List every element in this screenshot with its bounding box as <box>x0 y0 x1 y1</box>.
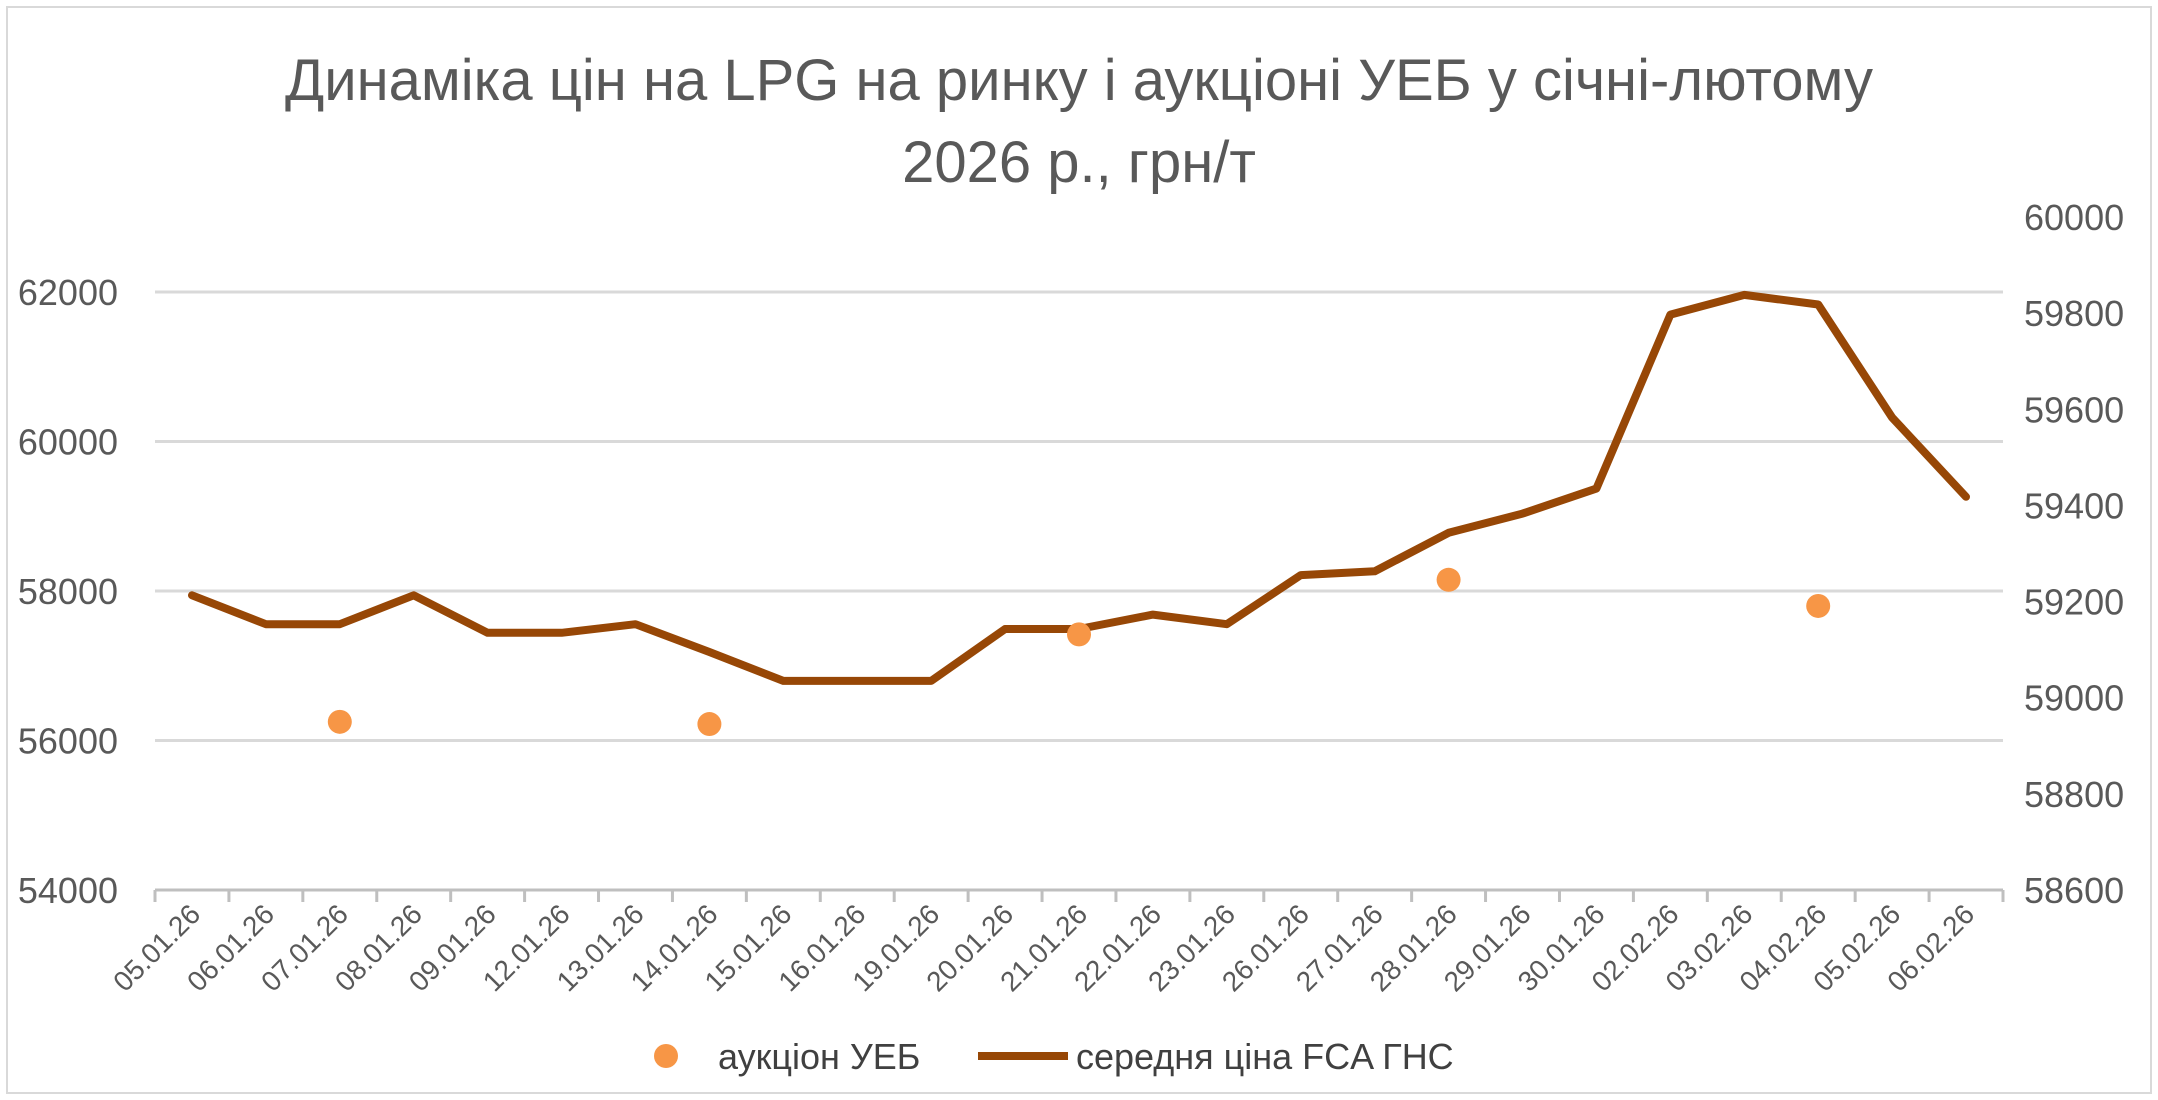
auction-point <box>1067 622 1091 647</box>
left-tick-label: 54000 <box>18 870 118 911</box>
right-tick-label: 59800 <box>2024 293 2124 334</box>
right-axis-ticks: 58600 58800 59000 59200 59400 59600 59800 60000 <box>2024 197 2124 911</box>
chart-title-line-2: 2026 р., грн/т <box>902 130 1256 195</box>
legend: аукціон УЕБ середня ціна FCA ГНС <box>654 1036 1454 1077</box>
right-tick-label: 58800 <box>2024 774 2124 815</box>
legend-label-average-price: середня ціна FCA ГНС <box>1076 1036 1454 1077</box>
right-tick-label: 59400 <box>2024 485 2124 526</box>
auction-point <box>327 709 352 734</box>
right-tick-label: 59600 <box>2024 389 2124 430</box>
left-axis-ticks: 54000 56000 58000 60000 62000 <box>18 272 118 911</box>
auction-point <box>697 712 722 737</box>
left-tick-label: 60000 <box>18 422 118 463</box>
chart-frame <box>6 6 2152 1094</box>
chart-title-line-1: Динаміка цін на LPG на ринку і аукціоні … <box>285 48 1873 113</box>
left-tick-label: 56000 <box>18 721 118 762</box>
left-tick-label: 62000 <box>18 272 118 313</box>
auction-point <box>1436 567 1461 592</box>
legend-marker-auction <box>654 1044 678 1068</box>
right-tick-label: 60000 <box>2024 197 2124 238</box>
series-auction <box>327 567 1831 737</box>
gridlines <box>155 290 2003 892</box>
right-tick-label: 59000 <box>2024 678 2124 719</box>
x-axis-ticks: 05.01.2606.01.2607.01.2608.01.2609.01.26… <box>107 890 2005 997</box>
legend-label-auction: аукціон УЕБ <box>718 1036 920 1077</box>
left-tick-label: 58000 <box>18 571 118 612</box>
right-tick-label: 58600 <box>2024 870 2124 911</box>
right-tick-label: 59200 <box>2024 582 2124 623</box>
auction-point <box>1806 593 1831 618</box>
